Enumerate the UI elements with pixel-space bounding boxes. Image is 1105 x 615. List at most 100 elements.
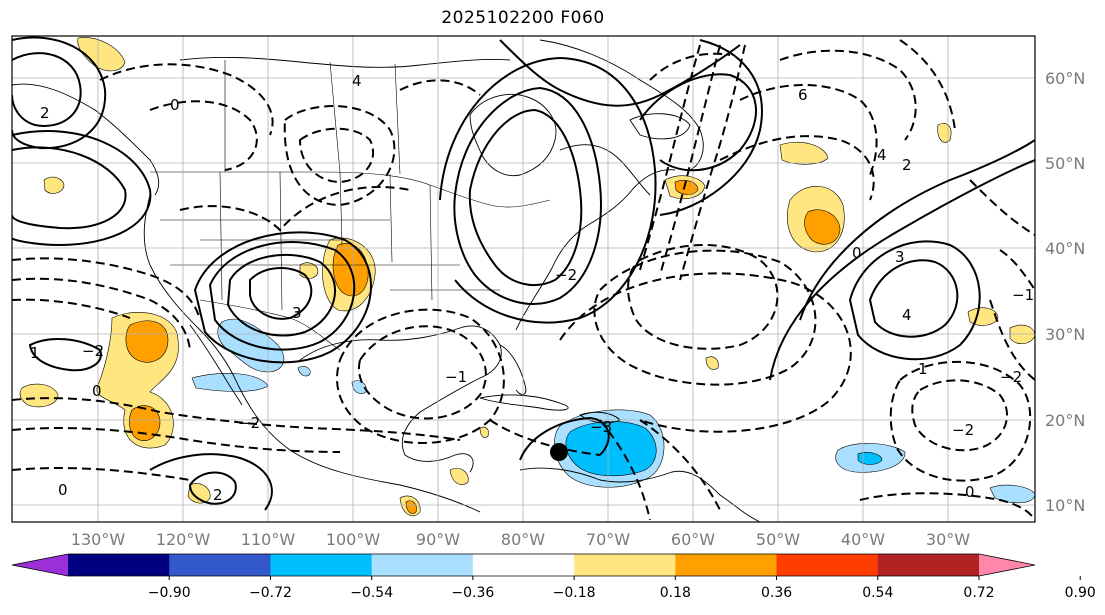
colorbar-swatch: [472, 554, 575, 576]
colorbar-swatch: [877, 554, 980, 576]
contour-dashed-29: [649, 52, 731, 81]
contour-dashed-22: [639, 44, 701, 271]
dashed-contours: [12, 39, 1035, 521]
colorbar-tick-label: −0.36: [451, 585, 494, 601]
contour-solid-car-1: [519, 416, 610, 461]
coast-iceland: [629, 113, 691, 140]
coast-alaska: [12, 83, 160, 196]
tick-label-lon: 120°W: [156, 530, 211, 549]
map-area: 4 0 2 0 1 −2 −2 0 2 3 −2 6 4 2 3 4 1 0 −…: [12, 36, 1035, 522]
shade-orange-maritimes: [674, 180, 699, 195]
contour-solid-ridge-2: [659, 39, 763, 216]
colorbar-extend-low: [12, 554, 68, 576]
contour-label: 0: [965, 483, 975, 501]
contour-dashed-10: [12, 427, 341, 453]
shade-orange-pacific-sm: [405, 500, 417, 514]
shade-yellow-southwest: [187, 483, 211, 504]
colorbar-swatch: [574, 554, 676, 576]
contour-label: −3: [590, 418, 612, 436]
contour-dashed-32: [999, 249, 1035, 291]
contour-dashed-33: [989, 299, 1035, 381]
tick-label-lon: 130°W: [71, 530, 126, 549]
shade-yellow-small-1: [43, 176, 65, 194]
contour-dashed-7: [12, 277, 191, 351]
contour-solid-e-2: [848, 240, 981, 361]
contour-dashed-12: [357, 325, 487, 420]
contour-solid-center-4: [193, 231, 372, 364]
colorbar-swatch: [169, 554, 271, 576]
colorbar-swatch: [776, 554, 879, 576]
contour-label: 1: [918, 360, 928, 378]
contour-dashed-21: [779, 49, 917, 141]
contour-solid-car-2: [149, 453, 273, 511]
contour-label: −2: [82, 342, 104, 360]
contour-label: −2: [238, 414, 260, 432]
border-canada-provinces: [224, 60, 401, 175]
coast-baja: [189, 324, 243, 406]
colorbar-tick-label: 0.90: [1065, 585, 1096, 601]
shade-cyan-atlantic: [857, 452, 883, 465]
contour-solid-center-3: [208, 241, 356, 351]
contour-dashed-27: [889, 360, 1032, 482]
tick-label-lon: 100°W: [326, 530, 381, 549]
contour-label: 4: [877, 146, 887, 164]
contour-label: 3: [895, 248, 905, 266]
contour-solid-e-4: [799, 139, 1035, 321]
storm-center-marker: [550, 443, 568, 461]
contour-solid-center-1: [249, 267, 313, 320]
colorbar-tick-label: −0.18: [553, 585, 596, 601]
contour-label: 1: [30, 344, 40, 362]
shade-yellow-south-2: [479, 426, 489, 438]
colorbar-tick-label: −0.72: [249, 585, 292, 601]
colorbar-tick-label: 0.18: [660, 585, 691, 601]
contour-dashed-4: [283, 105, 396, 207]
colorbar-swatch: [675, 554, 778, 576]
coast-east-us: [515, 169, 676, 331]
contour-label: −1: [1012, 286, 1034, 304]
contour-solid-trough-3: [499, 39, 741, 107]
contour-dashed-14: [627, 244, 779, 350]
contour-solid-nw-1: [12, 52, 82, 127]
tick-label-lat: 30°N: [1045, 325, 1085, 344]
shade-yellow-west: [19, 383, 59, 408]
colorbar: −0.90 −0.72 −0.54 −0.36 −0.18 0.18 0.36 0.54 0.7…: [11, 553, 1096, 601]
border-us-canada: [149, 171, 551, 208]
colorbar-tick-label: 0.36: [761, 585, 792, 601]
contour-dashed-19: [719, 135, 875, 201]
contour-dashed-24: [679, 44, 746, 281]
colorbar-tick-label: −0.54: [350, 585, 393, 601]
contour-label: −1: [445, 368, 467, 386]
contour-dashed-30: [399, 79, 481, 96]
coast-gulf: [299, 325, 502, 473]
tick-label-lat: 40°N: [1045, 239, 1085, 258]
contour-solid-pac-2: [188, 471, 237, 505]
contour-solid-trough-2: [453, 86, 602, 305]
contour-solid-pac-1: [28, 338, 102, 372]
coast-west-us: [143, 194, 481, 513]
tick-label-lon: 70°W: [586, 530, 630, 549]
contour-dashed-9: [12, 397, 461, 441]
shade-orange-pacific-1: [125, 320, 169, 363]
contour-label: 2: [902, 156, 912, 174]
colorbar-outline: [11, 553, 1036, 577]
contour-solid-e-1: [868, 259, 959, 338]
tick-label-lon: 60°W: [671, 530, 715, 549]
shade-yellow-small-3: [967, 307, 999, 326]
colorbar-swatch: [371, 554, 474, 576]
map-background: [12, 36, 1035, 522]
contour-label: 0: [58, 481, 68, 499]
map-frame: [11, 35, 1036, 523]
coast-cuba: [479, 394, 569, 411]
shade-blue-dot-2: [351, 380, 367, 394]
contour-dashed-18: [599, 419, 651, 521]
contour-label: −2: [952, 421, 974, 439]
map-title: 2025102200 F060: [441, 8, 605, 28]
contour-solid-w-1: [12, 146, 127, 230]
contour-dashed-1: [99, 63, 274, 136]
shade-orange-atlantic-1: [804, 209, 841, 245]
shade-blue-dot-1: [297, 366, 311, 377]
latitude-labels: 60°N 50°N 40°N 30°N 20°N 10°N: [1045, 69, 1085, 515]
contour-solid-w-2: [12, 130, 152, 247]
tick-label-lat: 60°N: [1045, 69, 1085, 88]
